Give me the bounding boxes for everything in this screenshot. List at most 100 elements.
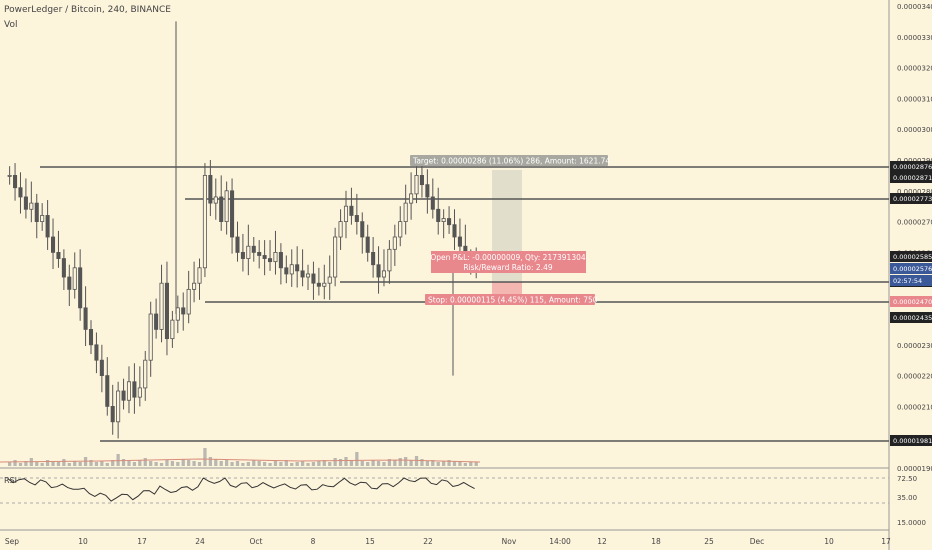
x-tick-label: 10 [78,537,88,546]
volume-bar [170,461,175,466]
candle-body [148,313,153,361]
candle-body [83,307,88,330]
volume-bar [338,459,343,466]
y-tick-label: 0.00002300 [897,342,932,350]
volume-bar [132,462,137,466]
volume-bar [138,460,142,466]
candle-body [354,215,359,223]
volume-bar [306,463,310,466]
candle-body [143,359,148,389]
x-tick-label: 22 [423,537,433,546]
volume-bar [45,460,50,466]
volume-ma-line [0,458,481,463]
candle-body [452,224,457,238]
candle-body [230,190,235,238]
x-tick-label: 25 [704,537,714,546]
volume-bar [425,461,430,466]
y-tick-label: 0.00003200 [897,65,932,73]
candle-body [305,273,311,278]
volume-bar [469,462,473,466]
candle-body [376,264,381,278]
y-tick-label: 0.00002100 [897,403,932,411]
candle-body [181,307,186,315]
candle-body [262,255,267,259]
volume-bar [24,461,28,466]
x-tick-label: 17 [137,537,147,546]
candle-body [219,196,224,223]
candle-body [110,405,115,423]
y-tick-label: 0.00001900 [897,465,932,473]
volume-bar [94,462,99,466]
candle-body [132,381,137,398]
x-tick-label: 15 [365,537,375,546]
level-price-tag [890,296,932,307]
candle-body [213,196,218,204]
volume-bar [121,459,126,466]
volume-bar [420,459,424,466]
volume-bar [404,457,408,466]
volume-bar [311,462,316,466]
price-tag-label: 0.00002576 [893,265,932,273]
volume-bar [176,462,180,466]
stop-label-bg [425,294,595,305]
volume-bar [436,462,440,466]
volume-bar [290,463,294,466]
candle-body [88,328,94,346]
level-price-label: 0.00002773 [893,195,932,203]
volume-bar [67,463,71,466]
volume-bar [458,462,462,466]
x-tick-label: 18 [651,537,661,546]
candle-body [409,193,414,204]
volume-bar [284,460,288,466]
candle-body [197,267,202,284]
volume-bar [143,458,147,466]
candle-body [224,190,229,223]
volume-bar [431,460,435,466]
pnl-label: Open P&L: -0.00000009, Qty: 217391304 [430,253,586,262]
y-tick-label: 0.00003400 [897,3,932,11]
volume-bar [18,463,23,466]
volume-bar [447,460,451,466]
candle-body [338,221,343,238]
level-price-label: 0.00002876 [893,163,932,171]
volume-bar [463,463,467,466]
volume-bar [295,462,299,466]
price-tag [890,312,932,323]
volume-bar [100,461,104,466]
pnl-box [431,251,586,273]
candle-body [414,174,419,195]
volume-bar [409,460,413,466]
volume-bar [398,458,402,466]
volume-bar [116,454,120,466]
volume-bar [13,460,17,466]
target-label: Target: 0.00000286 (11.06%) 286, Amount:… [412,157,610,166]
candle-body [94,344,99,361]
candle-body [170,319,175,340]
volume-bar [360,461,364,466]
x-tick-label: Oct [250,537,263,546]
candle-body [7,174,12,177]
candle-body [268,258,273,263]
level-price-tag [890,161,932,172]
candle-body [447,218,452,226]
volume-bar [40,463,44,466]
volume-bar [127,461,131,466]
y-tick-label: 0.00002800 [897,188,932,196]
candle-body [240,251,245,259]
candle-body [430,196,435,210]
candle-body [40,215,45,223]
candle-body [316,282,321,287]
symbol-title: PowerLedger / Bitcoin, 240, BINANCE [4,5,171,15]
candle-body [78,267,83,309]
volume-bar [181,459,185,466]
candle-body [246,245,251,259]
candle-body [436,208,441,222]
candle-body [45,215,50,238]
volume-bar [262,462,267,466]
candle-body [322,282,327,287]
volume-bar [89,460,93,466]
volume-bar [62,459,66,466]
candle-body [175,307,180,321]
candle-body [457,236,462,247]
